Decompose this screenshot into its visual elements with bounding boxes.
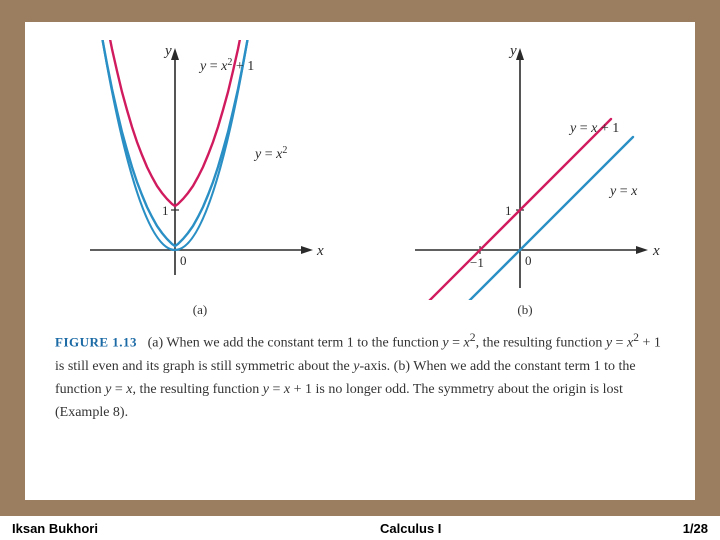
content-area: 1 0 y x y = x2 + 1 — [25, 22, 695, 500]
label-x2: y = x2 — [253, 145, 287, 162]
label-x2plus1: y = x2 + 1 — [198, 57, 254, 74]
svg-text:0: 0 — [525, 253, 532, 268]
footer-page: 1/28 — [683, 521, 720, 536]
slide-footer: Iksan Bukhori Calculus I 1/28 — [0, 516, 720, 540]
tick-1: 1 — [162, 203, 169, 218]
panel-b: 1 −1 0 y x y = x + 1 — [375, 40, 675, 318]
figure-number: FIGURE 1.13 — [55, 335, 137, 350]
graph-a-svg: 1 0 y x y = x2 + 1 — [55, 40, 345, 300]
panel-a: 1 0 y x y = x2 + 1 — [55, 40, 345, 318]
svg-text:y: y — [508, 43, 517, 59]
label-x: y = x — [608, 184, 638, 199]
svg-text:1: 1 — [505, 203, 512, 218]
footer-course: Calculus I — [380, 521, 683, 536]
graph-row: 1 0 y x y = x2 + 1 — [55, 40, 665, 318]
origin-a: 0 — [180, 253, 187, 268]
svg-text:x: x — [652, 243, 660, 259]
footer-author: Iksan Bukhori — [0, 521, 380, 536]
panel-b-label: (b) — [375, 302, 675, 318]
label-xp1: y = x + 1 — [568, 121, 619, 136]
ylabel-a: y — [163, 43, 172, 59]
graph-b-svg: 1 −1 0 y x y = x + 1 — [375, 40, 675, 300]
xlabel-a: x — [316, 243, 324, 259]
figure-caption: FIGURE 1.13 (a) When we add the constant… — [55, 328, 665, 424]
panel-a-label: (a) — [55, 302, 345, 318]
